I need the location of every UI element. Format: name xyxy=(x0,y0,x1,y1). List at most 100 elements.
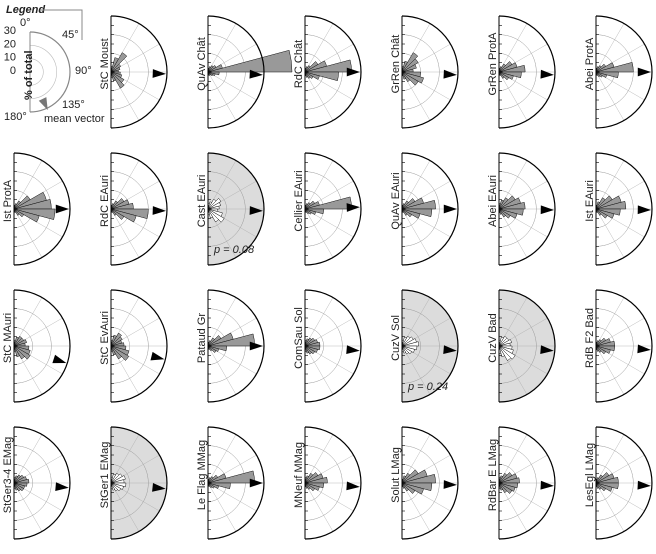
petal xyxy=(595,345,602,353)
spoke xyxy=(595,23,625,73)
rim xyxy=(207,426,265,540)
panel-label: GrRen ProtA xyxy=(487,32,499,96)
panel-label: LesEgl LMag xyxy=(584,443,596,507)
petal xyxy=(304,71,311,79)
rose-panel: MNeuf MMag xyxy=(293,426,362,540)
panel-label: StC MAuri xyxy=(2,313,14,363)
petal xyxy=(110,475,126,484)
mean-vector xyxy=(540,480,554,490)
panel-label: Ist EAuri xyxy=(584,180,596,222)
rim xyxy=(498,15,556,129)
rose-panel: RdC EAuri xyxy=(99,152,168,266)
spoke xyxy=(207,71,257,101)
panel-label: Solut LMag xyxy=(390,447,402,503)
petal xyxy=(110,482,122,492)
panel-label: StGer1 EMag xyxy=(99,442,111,509)
p-value: p = 0.24 xyxy=(407,381,448,393)
rose-panel: StC MAuri xyxy=(2,289,71,403)
petal xyxy=(401,64,417,73)
panel-label: Cellier EAuri xyxy=(293,170,305,231)
mean-vector xyxy=(540,345,554,355)
mean-vector xyxy=(443,69,457,79)
spoke xyxy=(595,345,625,395)
key-radius-label: % of total xyxy=(23,51,35,101)
petal xyxy=(13,482,25,492)
spoke xyxy=(595,482,625,532)
petal xyxy=(110,345,130,361)
rose-panel: StGer3-4 EMag xyxy=(2,426,71,540)
rose-panel: RdBar E LMag xyxy=(487,426,556,540)
rim xyxy=(304,152,362,266)
rose-panel: LesEgl LMag xyxy=(584,426,653,540)
panel-label: RdC EAuri xyxy=(99,175,111,227)
panel-label: GrRen Chât xyxy=(390,35,402,94)
panel-label: Abei EAuri xyxy=(487,175,499,227)
rose-panel: StC EvAuri xyxy=(99,289,168,403)
rim xyxy=(110,289,168,403)
mean-vector xyxy=(443,480,457,489)
petal xyxy=(595,482,600,489)
rim xyxy=(207,15,265,129)
rose-panel: Le Flag MMag xyxy=(196,426,265,540)
panel-label: StGer3-4 EMag xyxy=(2,437,14,513)
mean-vector xyxy=(346,481,360,491)
petal xyxy=(207,205,220,210)
petal xyxy=(401,71,411,83)
petal xyxy=(498,482,513,494)
spoke xyxy=(207,71,237,121)
petal xyxy=(595,62,634,73)
petal xyxy=(207,208,214,219)
petal xyxy=(498,201,526,210)
mean-vector xyxy=(637,205,651,215)
petal xyxy=(498,71,505,79)
rose-panel: Abei EAuri xyxy=(487,152,556,266)
key-tick-label: 0 xyxy=(10,65,16,77)
petal xyxy=(13,345,25,360)
p-value: p = 0.08 xyxy=(213,244,255,256)
panel-label: StC EvAuri xyxy=(99,311,111,365)
petal xyxy=(207,482,213,489)
petal xyxy=(110,71,125,89)
petal xyxy=(304,71,309,78)
petal xyxy=(595,482,602,490)
petal xyxy=(498,208,511,219)
rim xyxy=(595,152,653,266)
mean-vector xyxy=(249,478,263,488)
petal xyxy=(401,345,409,355)
spoke xyxy=(304,23,334,73)
rim xyxy=(498,426,556,540)
rim xyxy=(13,289,71,403)
rose-panel: StGer1 EMag xyxy=(99,426,168,540)
petal xyxy=(110,66,121,73)
legend-title: Legend xyxy=(6,4,45,16)
spoke xyxy=(304,482,334,532)
rim xyxy=(498,289,556,403)
petal xyxy=(498,345,516,360)
petal xyxy=(498,345,505,358)
petal xyxy=(304,345,316,355)
petal xyxy=(304,482,309,489)
petal xyxy=(498,477,520,484)
petal xyxy=(304,476,328,484)
petal xyxy=(207,208,219,223)
petal xyxy=(401,52,419,73)
rim xyxy=(498,152,556,266)
mean-vector xyxy=(443,345,457,355)
spoke xyxy=(13,208,43,258)
rose-panel: Cast EAuri p = 0.08 xyxy=(196,152,265,266)
mean-vector xyxy=(55,482,69,492)
rim xyxy=(401,152,459,266)
mean-vector xyxy=(55,204,69,214)
rose-panel: Ist EAuri xyxy=(584,152,653,266)
key-angle-label: 45° xyxy=(62,29,79,41)
petal xyxy=(401,71,419,86)
key-angle-label: 180° xyxy=(4,111,27,123)
petal xyxy=(304,482,311,490)
panel-label: RdB F2 Bad xyxy=(584,308,596,368)
rim xyxy=(110,15,168,129)
petal xyxy=(498,71,510,81)
petal xyxy=(498,208,506,218)
petal xyxy=(207,202,221,210)
mean-vector xyxy=(150,351,165,361)
spoke xyxy=(401,208,431,258)
